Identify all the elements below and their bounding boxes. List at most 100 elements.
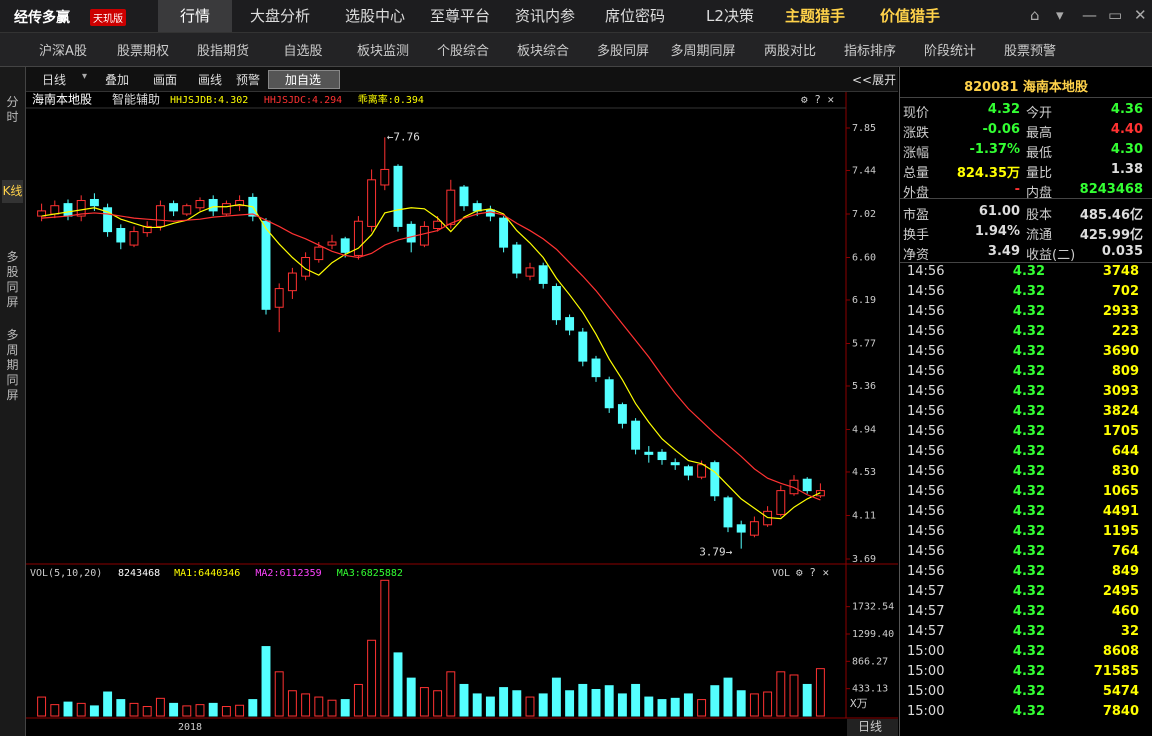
candle-body [221, 203, 231, 215]
nav-item[interactable]: L2决策 [706, 7, 754, 25]
trade-time: 14:56 [907, 344, 945, 359]
candle-body [683, 466, 693, 476]
trade-price: 4.32 [1012, 704, 1045, 719]
candle-body [340, 238, 350, 253]
volume-bar [155, 697, 165, 717]
volume-bar [723, 677, 733, 717]
subnav-item[interactable]: 指标排序 [843, 44, 896, 59]
trade-price: 4.32 [1012, 484, 1045, 499]
dropdown-arrow: ▾ [82, 71, 88, 82]
trade-volume: 3748 [1102, 264, 1139, 279]
trade-price: 4.32 [1012, 604, 1045, 619]
trade-volume: 1065 [1102, 484, 1139, 499]
subnav-item[interactable]: 自选股 [283, 44, 323, 59]
trade-time: 14:56 [907, 284, 945, 299]
nav-item[interactable]: 席位密码 [604, 7, 665, 25]
candle-body [393, 165, 403, 227]
candle-body [419, 225, 429, 246]
candle-body [169, 203, 179, 212]
volume-bar [129, 702, 139, 717]
subnav-item[interactable]: 股票预警 [1003, 44, 1056, 59]
nav-item[interactable]: 价值猎手 [879, 7, 940, 25]
period[interactable]: 日线 [42, 73, 67, 87]
volume-bar [208, 702, 218, 717]
nav-item[interactable]: 至尊平台 [429, 7, 490, 25]
trade-time: 15:00 [907, 704, 945, 719]
trade-time: 14:56 [907, 304, 945, 319]
window-icon[interactable]: — [1082, 6, 1097, 24]
quote-label: 股本 [1026, 208, 1053, 223]
nav-item[interactable]: 大盘分析 [249, 7, 310, 25]
trade-volume: 460 [1111, 604, 1139, 619]
window-icon[interactable]: ✕ [1134, 6, 1147, 24]
trade-volume: 4491 [1102, 504, 1139, 519]
side-tab[interactable]: 多股同屏 [6, 250, 19, 309]
y-tick-label: 4.94 [852, 424, 876, 435]
trade-time: 14:56 [907, 424, 945, 439]
trade-time: 14:56 [907, 464, 945, 479]
subnav-item[interactable]: 两股对比 [763, 44, 816, 59]
candle-body [353, 220, 363, 256]
chart: 海南本地股 智能辅助 HHJSJDB:4.302 HHJSJDC:4.294 乖离率:0… [26, 92, 898, 736]
subnav-item[interactable]: 沪深A股 [39, 44, 87, 59]
trade-time: 14:56 [907, 444, 945, 459]
subnav-item[interactable]: 多周期同屏 [670, 44, 736, 59]
divider [900, 262, 1152, 263]
side-tab[interactable]: 多周期同屏 [6, 328, 19, 402]
trade-volume: 5474 [1102, 684, 1139, 699]
tool-item[interactable]: 预警 [236, 73, 261, 87]
window-icon[interactable]: ▭ [1108, 6, 1123, 24]
subnav-item[interactable]: 个股综合 [436, 44, 489, 59]
tool-item[interactable]: 画面 [153, 73, 178, 87]
trade-time: 14:56 [907, 404, 945, 419]
candle-body [604, 379, 614, 409]
candle-body [63, 203, 73, 217]
vol-indicator: 8243468 [118, 568, 160, 579]
subnav-item[interactable]: 板块综合 [516, 44, 569, 59]
volume-bar [116, 699, 126, 717]
tool-item[interactable]: 画线 [198, 73, 223, 87]
expand[interactable]: <<展开 [852, 73, 897, 87]
trade-price: 4.32 [1012, 444, 1045, 459]
add-button[interactable]: 加自选 [268, 70, 341, 89]
quote-value: 0.035 [1101, 244, 1143, 259]
quote-value: 8243468 [1079, 182, 1143, 197]
subnav-item[interactable]: 板块监测 [356, 44, 409, 59]
side-tab[interactable]: 分时 [6, 95, 19, 124]
volume-bar [512, 690, 522, 717]
trade-price: 4.32 [1012, 324, 1045, 339]
quote-label: 总量 [903, 166, 930, 181]
nav-item[interactable]: 主题猎手 [784, 7, 845, 25]
candle-body [617, 404, 627, 424]
candle-body [116, 227, 126, 243]
indicator: 乖离率:0.394 [358, 93, 424, 106]
quote-label: 内盘 [1026, 186, 1053, 201]
candle-body [446, 189, 456, 225]
volume-bar [525, 696, 535, 717]
volume-bar [631, 683, 641, 717]
ma-line [41, 204, 821, 520]
volume-bar [644, 696, 654, 717]
subnav-item[interactable]: 多股同屏 [596, 44, 649, 59]
tool-item[interactable]: 叠加 [105, 73, 130, 87]
nav-item[interactable]: 资讯内参 [514, 7, 575, 25]
vol-label: VOL(5,10,20) [30, 568, 102, 579]
trade-price: 4.32 [1012, 644, 1045, 659]
window-icon[interactable]: ▾ [1056, 6, 1064, 24]
window-icon[interactable]: ⌂ [1030, 6, 1040, 24]
nav-item[interactable]: 行情 [158, 0, 232, 32]
nav-item[interactable]: 选股中心 [344, 7, 405, 25]
subnav-item[interactable]: 阶段统计 [923, 44, 976, 59]
period-tag: 日线 [858, 720, 882, 734]
subnav-item[interactable]: 股票期权 [116, 44, 169, 59]
subnav-item[interactable]: 股指期货 [196, 44, 249, 59]
volume-bar [261, 646, 271, 717]
candle-body [565, 317, 575, 331]
quote-label: 流通 [1026, 228, 1053, 243]
trade-volume: 8608 [1102, 644, 1139, 659]
quote-label: 涨幅 [903, 146, 930, 161]
volume-bar [340, 699, 350, 717]
candle-body [723, 497, 733, 528]
volume-bar [76, 702, 86, 717]
side-tab[interactable]: K线 [2, 180, 23, 203]
